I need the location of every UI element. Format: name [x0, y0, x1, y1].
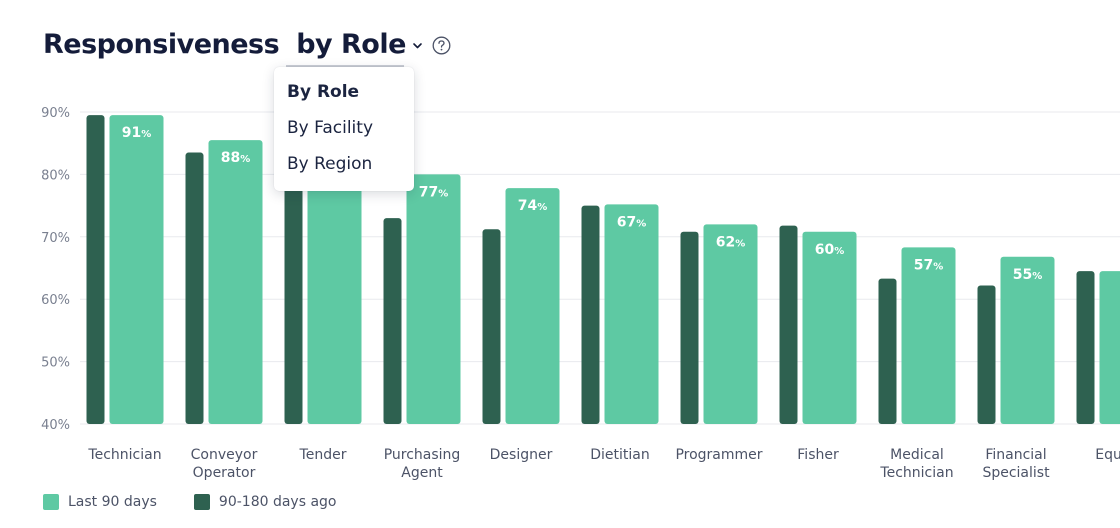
x-category-label: Tender [299, 447, 347, 463]
group-by-selector[interactable]: by Role [296, 29, 423, 60]
y-tick-label: 60% [41, 293, 70, 308]
bar-90-180-days-ago [482, 229, 501, 424]
bar-90-180-days-ago [1076, 271, 1095, 424]
bar-90-180-days-ago [581, 205, 600, 424]
legend-item-90-180-days-ago[interactable]: 90-180 days ago [193, 494, 337, 510]
bar-data-label: 88% [221, 150, 251, 166]
bar-last-90-days [109, 115, 164, 425]
y-tick-label: 50% [41, 356, 70, 371]
x-category-label: Financial Specialist [982, 447, 1050, 481]
bar-last-90-days [604, 204, 659, 424]
y-tick-label: 40% [41, 418, 70, 433]
chart-title: Responsiveness [43, 28, 280, 60]
bar-last-90-days [802, 231, 857, 424]
selector-underline [286, 65, 404, 67]
bar-90-180-days-ago [779, 225, 798, 424]
y-tick-label: 90% [41, 106, 70, 121]
bar-data-label: 77% [419, 184, 449, 200]
y-tick-label: 70% [41, 231, 70, 246]
legend-label-90-180-days-ago: 90-180 days ago [218, 494, 337, 510]
x-category-label: Fisher [797, 447, 839, 463]
bar-last-90-days [208, 140, 263, 424]
dropdown-item-by-role[interactable]: By Role [287, 82, 360, 102]
bar-last-90-days [901, 247, 956, 424]
group-by-dropdown-menu: By Role By Facility By Region [274, 67, 414, 191]
bar-90-180-days-ago [977, 285, 996, 424]
help-icon[interactable] [432, 36, 451, 55]
x-category-label: Dietitian [590, 447, 650, 463]
bar-data-label: 67% [617, 214, 647, 230]
bar-last-90-days [406, 174, 461, 424]
bar-data-label: 74% [518, 198, 548, 214]
x-category-label: Purchasing Agent [384, 447, 461, 481]
x-category-label: Technician [87, 447, 161, 463]
bar-last-90-days [505, 188, 560, 424]
bar-last-90-days [1099, 271, 1120, 424]
legend-label-last-90-days: Last 90 days [68, 494, 157, 510]
bar-90-180-days-ago [878, 278, 897, 424]
group-by-selector-label: by Role [296, 28, 406, 60]
x-category-label: Medical Technician [879, 447, 953, 481]
chart-legend: Last 90 days 90-180 days ago [43, 494, 374, 510]
bar-data-label: 57% [914, 257, 944, 273]
x-category-label: Programmer [675, 447, 762, 463]
bar-90-180-days-ago [680, 231, 699, 424]
x-category-label: Equip [1095, 447, 1120, 463]
legend-swatch-90-180-days-ago [193, 494, 210, 510]
dropdown-item-by-region[interactable]: By Region [287, 154, 373, 174]
bar-data-label: 91% [122, 125, 152, 141]
chart-header: Responsiveness by Role [43, 22, 451, 66]
chevron-down-icon [413, 43, 422, 49]
legend-item-last-90-days[interactable]: Last 90 days [43, 494, 157, 510]
bar-last-90-days [307, 161, 362, 425]
dropdown-item-by-facility[interactable]: By Facility [287, 118, 374, 138]
bar-90-180-days-ago [86, 115, 105, 425]
legend-swatch-last-90-days [43, 494, 59, 510]
x-category-label: Conveyor Operator [191, 447, 258, 481]
y-tick-label: 80% [41, 168, 70, 183]
bar-90-180-days-ago [185, 152, 204, 424]
bar-last-90-days [703, 224, 758, 424]
bar-last-90-days [1000, 256, 1055, 424]
x-category-label: Designer [490, 447, 553, 463]
bar-data-label: 55% [1013, 267, 1043, 283]
bar-90-180-days-ago [284, 171, 303, 424]
bar-90-180-days-ago [383, 218, 402, 424]
bar-data-label: 62% [716, 234, 746, 250]
bar-chart: 90% 80% 70% 60% 50% 40% 91% Technician 88% Convey… [41, 106, 1120, 481]
bar-data-label: 60% [815, 242, 845, 258]
